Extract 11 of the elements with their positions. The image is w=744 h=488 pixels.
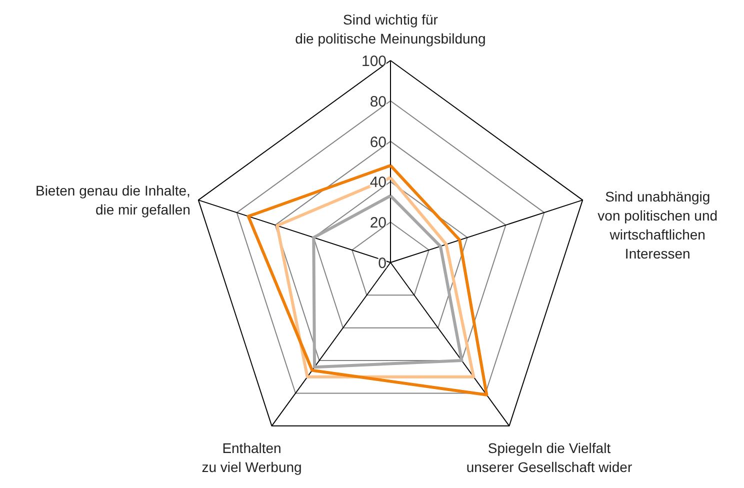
y-tick-label: 40	[370, 174, 387, 192]
spoke-label: Spiegeln die Vielfalt unserer Gesellschaft wider	[466, 440, 632, 475]
spoke-label: Bieten genau die Inhalte, die mir gefallen	[35, 182, 190, 218]
spoke-label: Sind unabhängig von politischen und wirtschaftlichen Interessen	[598, 188, 718, 262]
y-tick-label: 80	[370, 93, 387, 110]
y-tick-label: 20	[370, 214, 387, 232]
spoke-label: Sind wichtig für die politische Meinungsbildung	[295, 12, 486, 46]
y-tick-label: 60	[370, 134, 387, 151]
spoke-label: Enthalten zu viel Werbung	[202, 440, 302, 475]
y-tick-label: 0	[378, 255, 386, 272]
y-tick-label: 100	[361, 53, 387, 70]
